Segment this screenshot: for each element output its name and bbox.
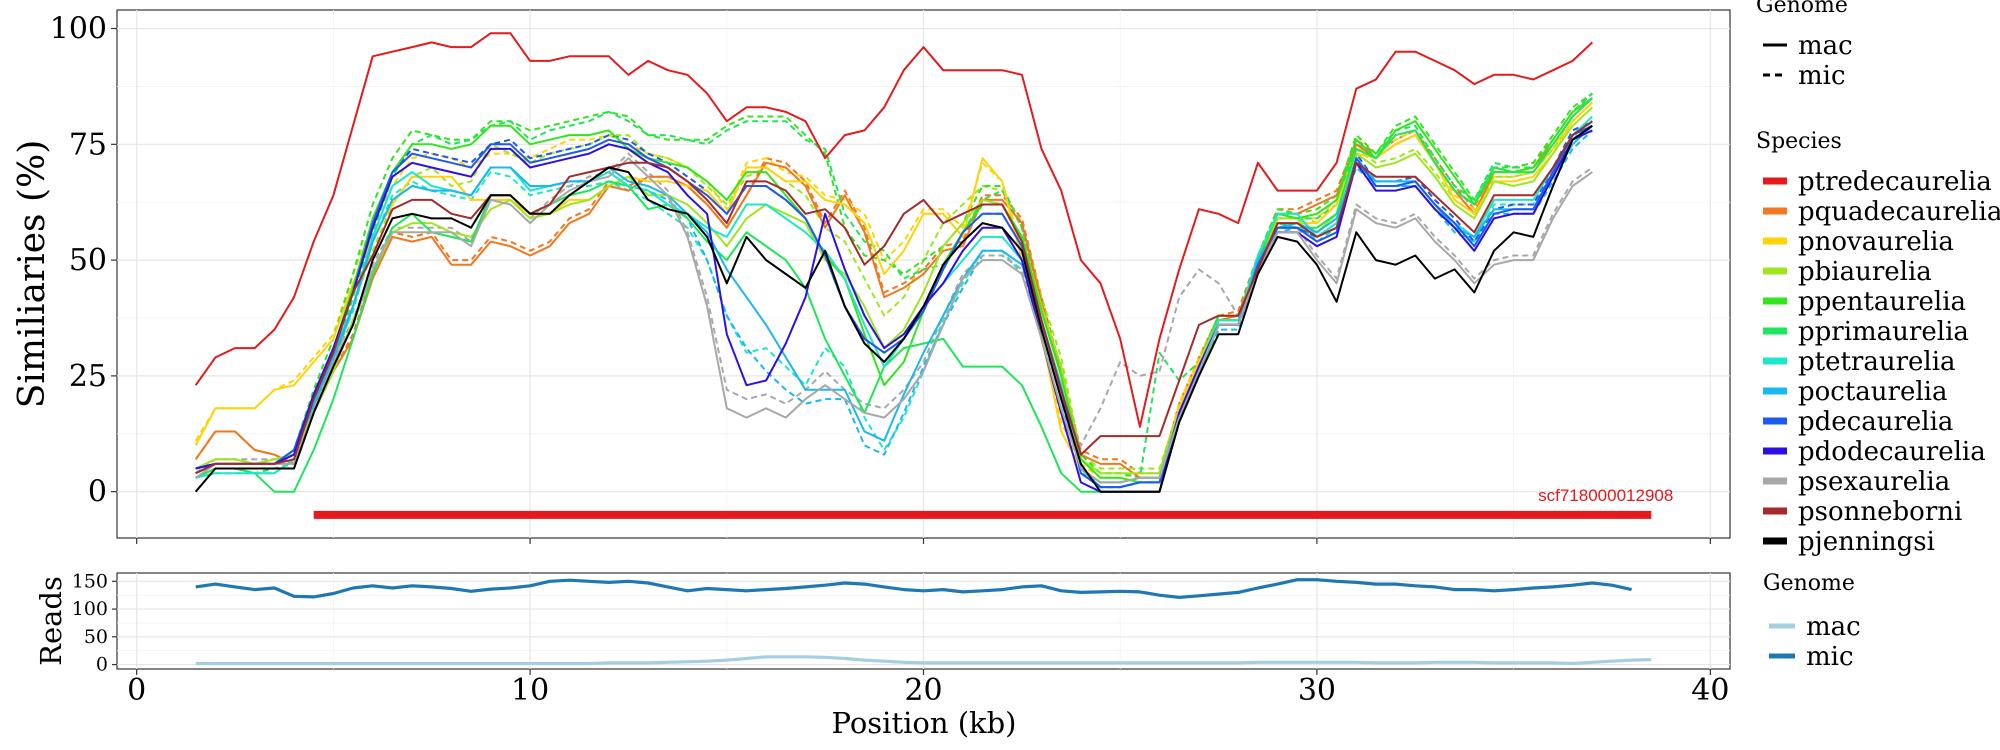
species-legend-label-pbiaurelia: pbiaurelia [1798,257,1932,287]
reads-legend-label-mic: mic [1806,642,1854,672]
species-legend: ptredecaureliapquadecaureliapnovaureliap… [1763,167,2000,557]
genome-legend-label-mac: mac [1798,31,1853,61]
similarity-y-axis-title: Similiaries (%) [12,140,53,409]
x-tick-label: 20 [904,673,942,708]
genome-legend-label-mic: mic [1798,61,1846,91]
species-legend-label-ptredecaurelia: ptredecaurelia [1798,167,1992,197]
species-legend-title: Species [1756,129,1842,154]
reads-y-tick-label: 150 [72,570,108,592]
species-legend-label-pquadecaurelia: pquadecaurelia [1798,197,2000,227]
similarity-y-axis: 0 25 50 75 100 [50,12,117,510]
contig-label: scf718000012908 [1538,486,1673,505]
species-legend-label-poctaurelia: poctaurelia [1798,377,1948,407]
species-legend-label-pjenningsi: pjenningsi [1798,527,1935,557]
series-line-poctaurelia-mic [195,129,1593,489]
y-tick-label: 75 [69,127,107,162]
x-tick-label: 10 [511,673,549,708]
series-line-pjenningsi-mac [194,124,1593,493]
reads-genome-legend-title: Genome [1763,571,1855,596]
similarity-gridlines [117,10,1730,538]
y-tick-label: 25 [69,359,107,394]
species-legend-label-pdodecaurelia: pdodecaurelia [1798,437,1986,467]
series-line-psexaurelia-mac [195,157,1593,484]
series-line-ptredecaurelia-mac [194,32,1593,428]
species-legend-label-pnovaurelia: pnovaurelia [1798,227,1954,257]
position-x-axis: 0 10 20 30 40 [127,669,1729,708]
series-line-pdecaurelia-mac [195,124,1593,489]
genome-legend-title: Genome [1756,0,1848,18]
x-tick-label: 30 [1298,673,1336,708]
reads-y-axis: 0 50 100 150 [72,570,117,676]
species-legend-label-ptetraurelia: ptetraurelia [1798,347,1956,377]
series-line-ppentaurelia-mac [195,97,1593,484]
species-legend-label-psexaurelia: psexaurelia [1798,467,1950,497]
y-tick-label: 50 [69,243,107,278]
reads-y-tick-label: 100 [72,598,108,620]
reads-gridlines [117,573,1730,669]
series-line-psexaurelia-mic [195,152,1593,475]
reads-y-axis-title: Reads [34,576,68,666]
y-tick-label: 100 [50,12,107,47]
x-tick-label: 40 [1691,673,1729,708]
series-line-pprimaurelia-mac [195,97,1593,493]
similarity-x-ticks [136,538,1711,544]
series-line-pdodecaurelia-mac [195,129,1593,493]
series-line-psonneborni-mac [195,120,1593,475]
x-tick-label: 0 [127,673,146,708]
contig-annotation: scf718000012908 [313,486,1673,519]
y-tick-label: 0 [88,475,107,510]
reads-line-mac [195,655,1652,666]
species-legend-label-pprimaurelia: pprimaurelia [1798,317,1969,347]
species-legend-label-psonneborni: psonneborni [1798,497,1962,527]
reads-y-tick-label: 0 [96,654,108,676]
position-x-axis-title: Position (kb) [831,706,1016,740]
reads-line-mic [195,578,1632,600]
series-line-pquadecaurelia-mac [194,97,1593,479]
reads-y-tick-label: 50 [84,626,108,648]
series-line-pbiaurelia-mac [195,106,1593,475]
series-line-pnovaurelia-mac [194,101,1593,484]
reads-series [195,578,1652,666]
reads-panel: 0 50 100 150 0 10 20 30 40 Reads Position (kb) [34,570,1731,740]
reads-legend-label-mac: mac [1806,612,1861,642]
series-line-ppentaurelia-mic [195,92,1593,479]
species-legend-label-ppentaurelia: ppentaurelia [1798,287,1966,317]
species-legend-label-pdecaurelia: pdecaurelia [1798,407,1953,437]
similarity-series [194,32,1593,493]
similarity-panel: scf718000012908 0 25 50 75 100 Similiaries (… [12,9,1731,544]
